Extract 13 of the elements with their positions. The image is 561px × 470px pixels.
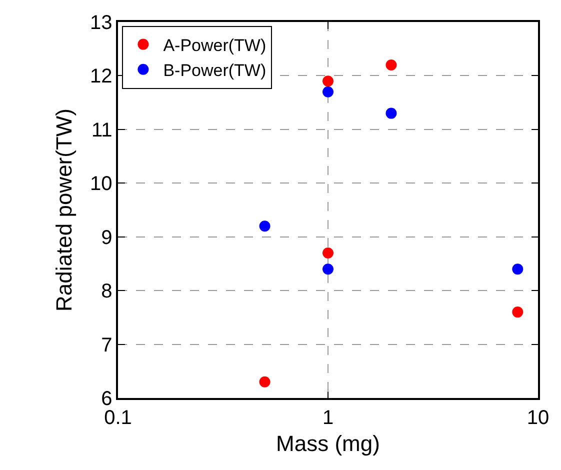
- legend-label: A-Power(TW): [163, 36, 266, 55]
- y-tick-label: 8: [101, 280, 112, 303]
- y-tick-label: 12: [90, 66, 112, 88]
- y-axis-title: Radiated power(TW): [51, 108, 76, 312]
- y-tick-label: 10: [90, 173, 112, 196]
- x-axis-title: Mass (mg): [276, 431, 380, 456]
- x-tick-label: 1: [322, 406, 334, 429]
- x-tick-label: 10: [526, 406, 550, 429]
- y-tick-label: 9: [101, 226, 112, 249]
- y-tick-label: 11: [91, 119, 112, 142]
- y-tick-label: 13: [90, 12, 112, 34]
- y-tick-label: 7: [101, 334, 112, 356]
- legend-label: B-Power(TW): [163, 61, 266, 80]
